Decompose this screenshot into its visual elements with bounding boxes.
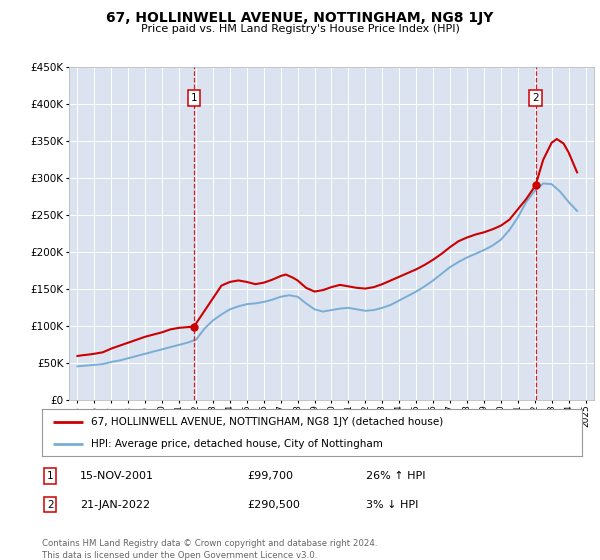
Text: 2: 2 [532, 94, 539, 103]
Text: £99,700: £99,700 [247, 471, 293, 481]
Text: HPI: Average price, detached house, City of Nottingham: HPI: Average price, detached house, City… [91, 438, 382, 449]
Text: 21-JAN-2022: 21-JAN-2022 [80, 500, 150, 510]
Text: 67, HOLLINWELL AVENUE, NOTTINGHAM, NG8 1JY (detached house): 67, HOLLINWELL AVENUE, NOTTINGHAM, NG8 1… [91, 417, 443, 427]
Text: Contains HM Land Registry data © Crown copyright and database right 2024.
This d: Contains HM Land Registry data © Crown c… [42, 539, 377, 559]
Text: Price paid vs. HM Land Registry's House Price Index (HPI): Price paid vs. HM Land Registry's House … [140, 24, 460, 34]
Text: 67, HOLLINWELL AVENUE, NOTTINGHAM, NG8 1JY: 67, HOLLINWELL AVENUE, NOTTINGHAM, NG8 1… [106, 11, 494, 25]
Text: 26% ↑ HPI: 26% ↑ HPI [366, 471, 425, 481]
Text: 15-NOV-2001: 15-NOV-2001 [80, 471, 154, 481]
Text: 3% ↓ HPI: 3% ↓ HPI [366, 500, 418, 510]
Text: 1: 1 [47, 471, 53, 481]
Text: 2: 2 [47, 500, 53, 510]
Text: 1: 1 [191, 94, 197, 103]
Text: £290,500: £290,500 [247, 500, 300, 510]
